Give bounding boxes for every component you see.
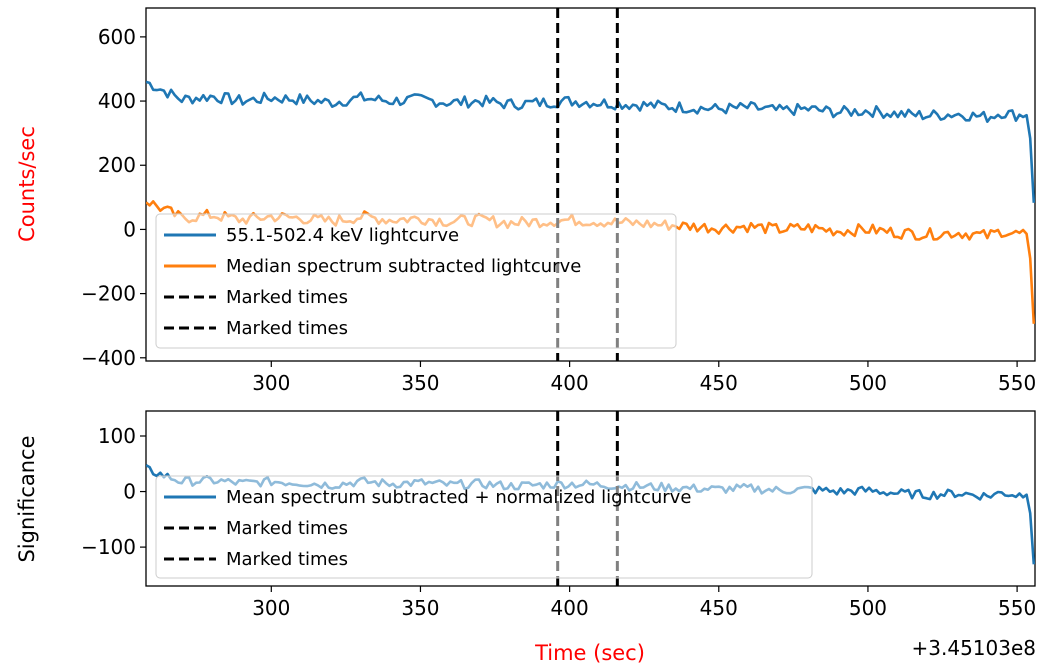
significance-panel: 300 350 400 450 500 550 −100 0 100 Significance… [15, 410, 1037, 665]
series-line-0 [146, 80, 1035, 203]
x-tick-label: 350 [401, 596, 439, 620]
y-tick-label: 600 [98, 25, 136, 49]
lightcurve-plot-area [145, 7, 1036, 362]
x-tick-label: 400 [551, 371, 589, 395]
y-tick-label: −400 [81, 346, 136, 370]
x-axis-label: Time (sec) [534, 641, 645, 665]
legend-label: Marked times [226, 318, 348, 339]
legend-label: Mean spectrum subtracted + normalized li… [226, 487, 691, 508]
legend: 55.1-502.4 keV lightcurve Median spectrum… [155, 213, 677, 349]
y-axis-label: Significance [15, 435, 39, 562]
x-ticks: 300 350 400 450 500 550 [252, 361, 1036, 395]
legend-label: Median spectrum subtracted lightcurve [226, 256, 581, 277]
y-tick-label: 200 [98, 153, 136, 177]
x-offset-label: +3.45103e8 [912, 636, 1037, 660]
x-tick-label: 500 [849, 596, 887, 620]
x-tick-label: 400 [551, 596, 589, 620]
significance-plot-area [145, 410, 1036, 587]
legend-label: Marked times [226, 287, 348, 308]
x-tick-label: 450 [700, 371, 738, 395]
legend-label: 55.1-502.4 keV lightcurve [226, 225, 459, 246]
x-tick-label: 300 [252, 371, 290, 395]
y-ticks: −400 −200 0 200 400 600 [81, 25, 146, 370]
lightcurve-panel: 300 350 400 450 500 550 −400 −200 0 200 400 600 Co… [15, 7, 1036, 395]
y-tick-label: 0 [123, 480, 136, 504]
x-tick-label: 550 [998, 596, 1036, 620]
x-tick-label: 450 [700, 596, 738, 620]
x-tick-label: 350 [401, 371, 439, 395]
y-tick-label: −100 [81, 535, 136, 559]
y-tick-label: 100 [98, 424, 136, 448]
x-ticks: 300 350 400 450 500 550 [252, 586, 1036, 620]
y-tick-label: −200 [81, 282, 136, 306]
legend-label: Marked times [226, 549, 348, 570]
y-tick-label: 400 [98, 89, 136, 113]
x-tick-label: 300 [252, 596, 290, 620]
y-ticks: −100 0 100 [81, 424, 146, 559]
legend-label: Marked times [226, 518, 348, 539]
legend-box [155, 475, 813, 579]
y-axis-label: Counts/sec [15, 126, 39, 242]
y-tick-label: 0 [123, 217, 136, 241]
legend: Mean spectrum subtracted + normalized li… [155, 475, 813, 579]
x-tick-label: 550 [998, 371, 1036, 395]
x-tick-label: 500 [849, 371, 887, 395]
legend-box [155, 213, 677, 349]
